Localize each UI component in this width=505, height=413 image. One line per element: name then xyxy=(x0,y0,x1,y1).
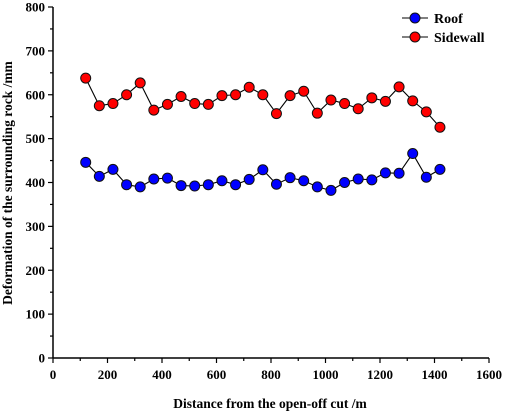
roof-point xyxy=(434,163,446,175)
legend-sidewall-label: Sidewall xyxy=(434,31,485,46)
roof-point xyxy=(202,179,214,191)
sidewall-point xyxy=(243,81,255,93)
roof-point xyxy=(175,180,187,192)
x-tick-label: 400 xyxy=(152,367,172,382)
x-tick-label: 200 xyxy=(98,367,118,382)
sidewall-point xyxy=(230,89,242,101)
sidewall-point xyxy=(148,104,160,116)
roof-point xyxy=(298,175,310,187)
y-tick-label: 100 xyxy=(26,307,46,322)
y-tick-label: 700 xyxy=(26,43,46,58)
sidewall-point xyxy=(311,107,323,119)
y-tick-label: 0 xyxy=(39,351,46,366)
y-tick-label: 600 xyxy=(26,87,46,102)
legend-roof-marker xyxy=(409,12,421,24)
y-axis-title: Deformation of the surrounding rock /mm xyxy=(0,60,15,304)
y-tick-label: 500 xyxy=(26,131,46,146)
sidewall-point xyxy=(121,89,133,101)
roof-point xyxy=(407,148,419,160)
axes xyxy=(52,7,489,359)
sidewall-point xyxy=(298,85,310,97)
sidewall-point xyxy=(189,98,201,110)
sidewall-point xyxy=(216,90,228,102)
roof-point xyxy=(257,164,269,176)
sidewall-point xyxy=(284,90,296,102)
roof-series xyxy=(80,148,446,196)
sidewall-point xyxy=(270,108,282,120)
roof-point xyxy=(420,171,432,183)
sidewall-point xyxy=(339,98,351,110)
roof-point xyxy=(189,180,201,192)
sidewall-point xyxy=(352,103,364,115)
roof-point xyxy=(311,181,323,193)
x-tick-label: 1200 xyxy=(367,367,393,382)
sidewall-point xyxy=(80,72,92,84)
roof-point xyxy=(134,181,146,193)
sidewall-point xyxy=(366,92,378,104)
sidewall-point xyxy=(379,95,391,107)
series-layer xyxy=(80,72,446,196)
y-tick-label: 400 xyxy=(26,175,46,190)
roof-point xyxy=(284,172,296,184)
roof-point xyxy=(393,167,405,179)
sidewall-point xyxy=(420,106,432,118)
sidewall-series xyxy=(80,72,446,133)
x-tick-label: 0 xyxy=(50,367,57,382)
roof-point xyxy=(216,175,228,187)
roof-point xyxy=(121,179,133,191)
y-tick-label: 800 xyxy=(26,0,46,15)
roof-point xyxy=(148,173,160,185)
sidewall-point xyxy=(107,98,119,110)
x-tick-label: 800 xyxy=(261,367,281,382)
x-tick-label: 600 xyxy=(207,367,227,382)
axis-ticks: 0 200 400 600 800 1000 1200 1400 1600 0 100 200 300 4… xyxy=(26,0,503,382)
roof-point xyxy=(243,173,255,185)
sidewall-point xyxy=(434,121,446,133)
roof-point xyxy=(325,184,337,196)
legend-sidewall-marker xyxy=(409,31,421,43)
x-axis-title: Distance from the open-off cut /m xyxy=(173,396,367,411)
sidewall-point xyxy=(93,100,105,112)
roof-point xyxy=(93,170,105,182)
sidewall-point xyxy=(257,89,269,101)
roof-point xyxy=(339,177,351,188)
roof-point xyxy=(379,167,391,179)
x-tick-label: 1400 xyxy=(422,367,448,382)
roof-point xyxy=(230,179,242,191)
sidewall-point xyxy=(202,98,214,110)
legend-roof-label: Roof xyxy=(434,12,463,27)
roof-point xyxy=(352,173,364,185)
roof-point xyxy=(366,174,378,186)
sidewall-point xyxy=(393,81,405,93)
sidewall-point xyxy=(161,98,173,110)
sidewall-point xyxy=(175,91,187,103)
roof-point xyxy=(107,163,119,175)
legend: Roof Sidewall xyxy=(402,12,485,46)
x-tick-label: 1000 xyxy=(313,367,339,382)
y-tick-label: 200 xyxy=(26,263,46,278)
y-tick-label: 300 xyxy=(26,219,46,234)
sidewall-point xyxy=(134,77,146,89)
roof-point xyxy=(161,172,173,184)
roof-point xyxy=(80,156,92,168)
roof-point xyxy=(270,178,282,190)
x-tick-label: 1600 xyxy=(476,367,502,382)
sidewall-point xyxy=(407,95,419,107)
sidewall-point xyxy=(325,94,337,106)
